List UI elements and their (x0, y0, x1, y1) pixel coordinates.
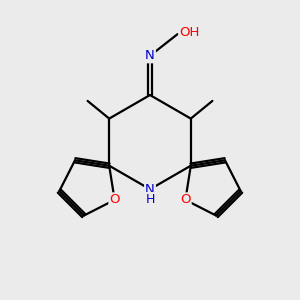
Text: H: H (145, 193, 155, 206)
Text: O: O (180, 194, 190, 206)
Text: N: N (145, 49, 155, 62)
Text: O: O (110, 194, 120, 206)
Text: N: N (145, 183, 155, 196)
Text: OH: OH (179, 26, 200, 39)
